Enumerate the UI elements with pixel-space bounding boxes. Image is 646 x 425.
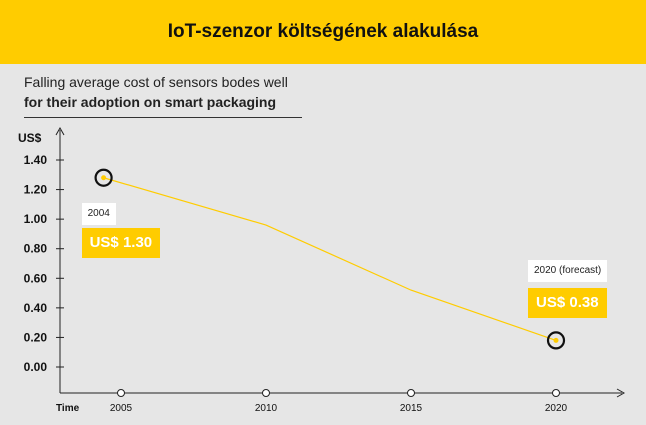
y-tick-label: 0.00 xyxy=(24,360,48,374)
data-point xyxy=(553,337,559,343)
y-axis-label: US$ xyxy=(18,131,42,145)
callout-year-2020: 2020 (forecast) xyxy=(528,260,608,283)
x-tick-label: 2020 xyxy=(545,403,568,414)
highlight-ring xyxy=(546,331,566,350)
header-banner: IoT-szenzor költségének alakulása xyxy=(0,0,646,64)
x-tick-label: 2015 xyxy=(400,403,423,414)
y-tick-label: 0.20 xyxy=(24,330,48,344)
y-axis-arrow xyxy=(55,126,65,136)
x-tick xyxy=(117,389,125,397)
y-tick-label: 1.20 xyxy=(24,183,48,197)
x-tick-label: 2010 xyxy=(255,403,278,414)
y-tick-label: 0.60 xyxy=(24,271,48,285)
x-tick-label: 2005 xyxy=(110,403,133,414)
x-tick xyxy=(262,389,270,397)
x-tick xyxy=(407,389,415,397)
y-tick-label: 1.40 xyxy=(24,153,48,167)
x-axis-arrow xyxy=(616,388,626,398)
series-line xyxy=(103,177,557,341)
page-title: IoT-szenzor költségének alakulása xyxy=(167,21,479,42)
y-tick-label: 0.40 xyxy=(24,301,48,315)
y-tick-label: 1.00 xyxy=(24,212,48,226)
y-tick-label: 0.80 xyxy=(24,242,48,256)
highlight-ring xyxy=(94,168,113,187)
callout-value-2004: US$ 1.30 xyxy=(81,227,161,258)
x-tick xyxy=(552,389,560,397)
chart-subtitle: Falling average cost of sensors bodes we… xyxy=(24,72,288,112)
subtitle-line-1: Falling average cost of sensors bodes we… xyxy=(24,74,288,90)
data-point xyxy=(101,175,107,181)
subtitle-line-2: for their adoption on smart packaging xyxy=(24,94,277,110)
subtitle-divider xyxy=(24,117,302,118)
callout-value-2020: US$ 0.38 xyxy=(528,288,607,319)
x-axis-label: Time xyxy=(56,403,80,414)
callout-year-2004: 2004 xyxy=(81,202,116,225)
